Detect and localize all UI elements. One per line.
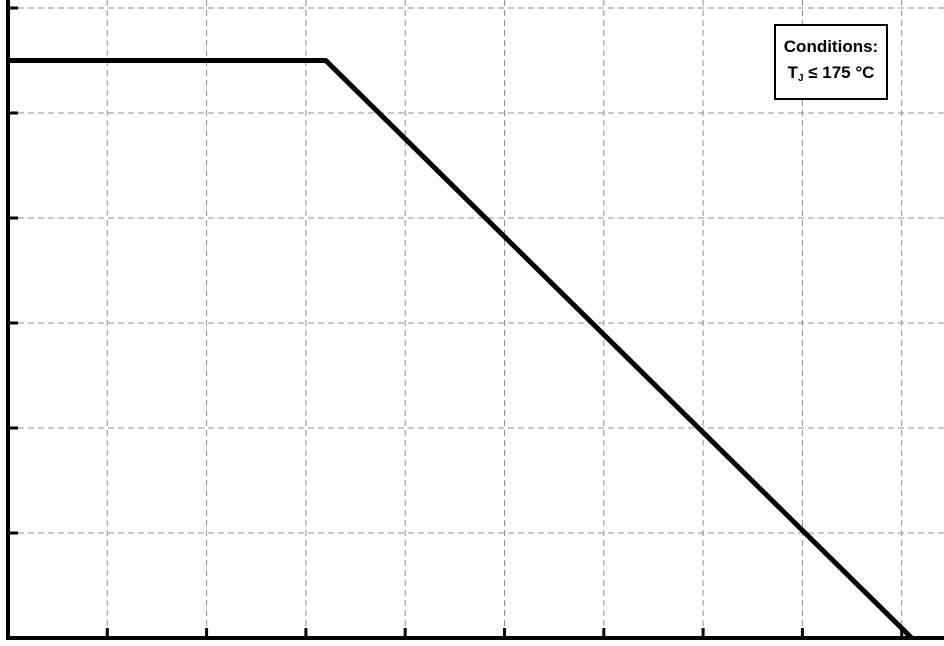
tj-value: ≤ 175 °C (803, 63, 875, 82)
conditions-annotation: Conditions: TJ ≤ 175 °C (774, 24, 888, 100)
series (8, 58, 914, 640)
axes (6, 0, 944, 640)
conditions-tj-limit: TJ ≤ 175 °C (776, 60, 886, 92)
conditions-title: Conditions: (783, 37, 879, 56)
series-line-0 (8, 58, 914, 640)
tj-symbol: T (787, 63, 798, 82)
tj-subscript: J (797, 73, 804, 84)
